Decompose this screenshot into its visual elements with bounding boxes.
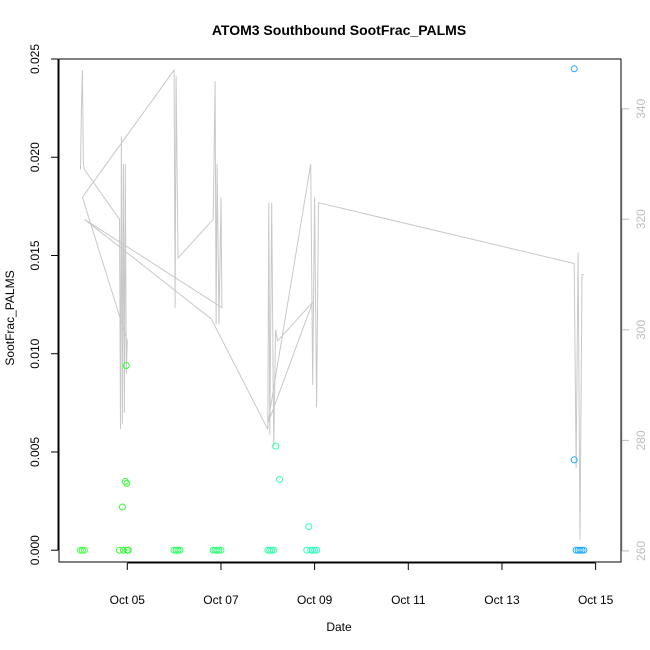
data-point xyxy=(121,477,129,485)
x-tick-label: Oct 13 xyxy=(484,593,520,607)
data-point xyxy=(570,65,578,73)
y-tick-label: 0.005 xyxy=(28,437,42,467)
data-point xyxy=(174,546,182,554)
data-point xyxy=(124,546,132,554)
data-point xyxy=(213,546,221,554)
x-tick-label: Oct 11 xyxy=(391,593,426,607)
right-y-tick-label: 260 xyxy=(634,541,648,561)
points-layer xyxy=(77,65,588,554)
data-point xyxy=(217,546,225,554)
y-axis-label: SootFrac_PALMS xyxy=(3,270,17,365)
x-tick-label: Oct 05 xyxy=(110,593,146,607)
data-point xyxy=(119,546,127,554)
data-point xyxy=(176,546,184,554)
y-axis: 0.000 0.005 0.010 0.015 0.020 0.025 xyxy=(28,44,59,565)
data-point xyxy=(118,503,126,511)
data-point xyxy=(77,546,84,554)
y-tick-label: 0.010 xyxy=(28,338,42,368)
data-point xyxy=(80,546,88,554)
data-point xyxy=(313,546,321,554)
series-line xyxy=(80,68,584,540)
chart-title: ATOM3 Southbound SootFrac_PALMS xyxy=(212,22,466,38)
data-point xyxy=(266,546,274,554)
data-point xyxy=(309,546,317,554)
right-y-tick-label: 340 xyxy=(634,98,648,118)
y-tick-label: 0.000 xyxy=(28,535,42,565)
data-point xyxy=(580,546,588,554)
data-point xyxy=(272,442,280,450)
data-point xyxy=(270,546,278,554)
x-tick-label: Oct 15 xyxy=(578,593,614,607)
data-point xyxy=(576,546,584,554)
data-point xyxy=(268,546,276,554)
data-point xyxy=(276,476,283,483)
right-y-tick-label: 300 xyxy=(634,320,648,340)
x-tick-label: Oct 07 xyxy=(203,593,239,607)
data-point xyxy=(215,546,223,554)
data-point xyxy=(570,456,578,464)
y-tick-label: 0.015 xyxy=(28,240,42,270)
right-y-tick-label: 320 xyxy=(634,209,648,229)
data-point xyxy=(311,546,319,554)
data-point xyxy=(78,546,86,554)
data-point xyxy=(116,546,123,554)
x-axis: Oct 05 Oct 07 Oct 09 Oct 11 Oct 13 Oct 15 xyxy=(110,562,614,607)
data-point xyxy=(123,479,131,487)
data-point xyxy=(172,546,180,554)
x-tick-label: Oct 09 xyxy=(297,593,333,607)
right-y-axis: 260 280 300 320 340 xyxy=(621,98,648,561)
data-point xyxy=(122,362,130,369)
plot-area xyxy=(58,58,622,563)
y-tick-label: 0.020 xyxy=(28,142,42,172)
y-tick-label: 0.025 xyxy=(28,44,42,74)
right-axis-series-line xyxy=(80,68,584,540)
x-axis-label: Date xyxy=(326,620,352,634)
data-point xyxy=(578,546,586,554)
data-point xyxy=(305,523,313,531)
right-y-tick-label: 280 xyxy=(634,430,648,450)
